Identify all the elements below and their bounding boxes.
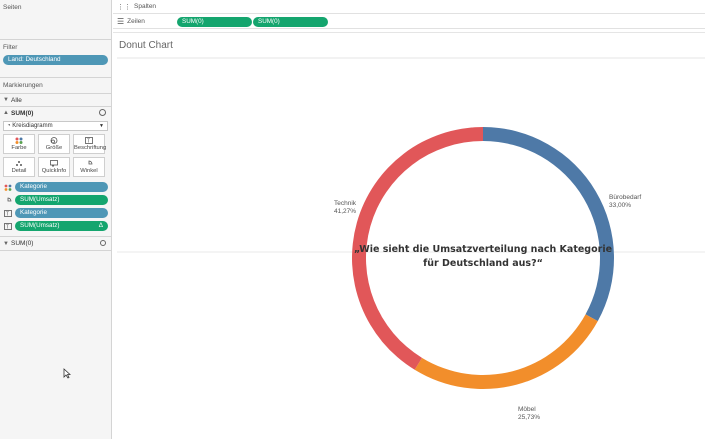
mark-label-kategorie[interactable]: T Kategorie bbox=[0, 207, 111, 219]
delta-icon: Δ bbox=[98, 222, 103, 229]
columns-shelf-label: Spalten bbox=[134, 3, 157, 10]
detail-icon bbox=[16, 161, 22, 166]
color-button-label: Farbe bbox=[11, 145, 27, 151]
label-icon: T bbox=[3, 221, 13, 231]
pie-icon: ◔ bbox=[7, 123, 11, 129]
mark-pill-umsatz-label[interactable]: SUM(Umsatz) Δ bbox=[15, 221, 108, 231]
marks-sum-label: SUM(0) bbox=[11, 109, 34, 117]
segment-label-value: 25,73% bbox=[518, 414, 540, 421]
size-button[interactable]: Größe bbox=[38, 134, 70, 154]
chevron-down-icon: ▼ bbox=[3, 240, 9, 247]
row-pill-2[interactable]: SUM(0) bbox=[253, 16, 328, 27]
worksheet-view: Donut Chart Bürobedarf 33,00% Möbel 25,73% T… bbox=[113, 32, 705, 439]
angle-icon bbox=[3, 195, 13, 205]
mark-pill-kategorie-color[interactable]: Kategorie bbox=[15, 182, 108, 192]
segment-label-value: 33,00% bbox=[609, 202, 631, 209]
left-panel: Seiten Filter Land: Deutschland Markieru… bbox=[0, 0, 112, 439]
marks-all-row[interactable]: ▼ Alle bbox=[0, 94, 111, 106]
segment-label-value: 41,27% bbox=[334, 208, 356, 215]
mark-angle-umsatz[interactable]: SUM(Umsatz) bbox=[0, 194, 111, 206]
color-icon bbox=[15, 137, 23, 144]
marks-sum-row[interactable]: ▲ SUM(0) bbox=[0, 107, 111, 119]
detail-button-label: Detail bbox=[11, 168, 27, 174]
mark-type-value: Kreisdiagramm bbox=[12, 123, 53, 129]
pie-type-icon bbox=[99, 109, 106, 116]
angle-icon bbox=[88, 160, 93, 165]
shelves-area: ⋮⋮ Spalten ☰ Zeilen SUM(0) SUM(0) bbox=[113, 0, 705, 30]
row-pill-1[interactable]: SUM(0) bbox=[177, 16, 252, 27]
mark-pill-umsatz-angle[interactable]: SUM(Umsatz) bbox=[15, 195, 108, 205]
svg-text:T: T bbox=[87, 139, 90, 145]
circle-type-icon bbox=[100, 240, 106, 246]
angle-button-label: Winkel bbox=[80, 168, 98, 174]
marks-pane-title: Markierungen bbox=[3, 82, 43, 89]
segment-label-category: Möbel bbox=[518, 406, 536, 413]
mark-type-dropdown[interactable]: ◔ Kreisdiagramm ▼ bbox=[3, 121, 108, 131]
filter-pane-title: Filter bbox=[3, 44, 18, 51]
donut-segment-technik[interactable] bbox=[351, 127, 483, 370]
chevron-down-icon: ▼ bbox=[3, 97, 9, 103]
columns-icon: ⋮⋮ bbox=[117, 3, 131, 11]
chevron-up-icon: ▲ bbox=[3, 110, 9, 116]
rows-shelf-label: Zeilen bbox=[127, 18, 145, 25]
sheet-title: Donut Chart bbox=[119, 40, 173, 51]
segment-label-category: Bürobedarf bbox=[609, 194, 641, 201]
label-icon: T bbox=[85, 137, 93, 144]
question-line-1: „Wie sieht die Umsatzverteilung nach Kat… bbox=[354, 244, 612, 255]
filter-pill[interactable]: Land: Deutschland bbox=[3, 55, 108, 65]
svg-text:T: T bbox=[6, 211, 9, 217]
rows-shelf[interactable]: ☰ Zeilen SUM(0) SUM(0) bbox=[113, 15, 705, 29]
question-line-2: für Deutschland aus?“ bbox=[423, 258, 543, 269]
donut-segment-bürobedarf[interactable] bbox=[483, 127, 615, 322]
segment-label-category: Technik bbox=[334, 200, 357, 207]
color-button[interactable]: Farbe bbox=[3, 134, 35, 154]
tooltip-button[interactable]: QuickInfo bbox=[38, 157, 70, 177]
angle-button[interactable]: Winkel bbox=[73, 157, 105, 177]
mouse-cursor-icon bbox=[63, 368, 71, 379]
donut-segment-möbel[interactable] bbox=[414, 314, 598, 389]
rows-icon: ☰ bbox=[117, 17, 125, 26]
marks-sum-row-2[interactable]: ▼ SUM(0) bbox=[0, 237, 111, 250]
mark-pill-kategorie-label[interactable]: Kategorie bbox=[15, 208, 108, 218]
label-button-label: Beschriftung bbox=[74, 145, 107, 151]
marks-all-label: Alle bbox=[11, 96, 22, 104]
svg-text:T: T bbox=[6, 224, 9, 230]
marks-sum-label-2: SUM(0) bbox=[11, 240, 34, 247]
mark-color-kategorie[interactable]: Kategorie bbox=[0, 181, 111, 193]
detail-button[interactable]: Detail bbox=[3, 157, 35, 177]
label-button[interactable]: T Beschriftung bbox=[73, 134, 107, 154]
columns-shelf[interactable]: ⋮⋮ Spalten bbox=[113, 0, 705, 14]
chevron-down-icon: ▼ bbox=[99, 123, 104, 129]
color-icon bbox=[3, 182, 13, 192]
size-icon bbox=[50, 137, 58, 144]
tooltip-icon bbox=[50, 160, 58, 167]
pages-pane-title: Seiten bbox=[3, 4, 22, 11]
label-icon: T bbox=[3, 208, 13, 218]
mark-label-umsatz[interactable]: T SUM(Umsatz) Δ bbox=[0, 220, 111, 232]
size-button-label: Größe bbox=[45, 145, 63, 151]
tooltip-button-label: QuickInfo bbox=[41, 168, 67, 174]
mark-pill-umsatz-label-text: SUM(Umsatz) bbox=[20, 222, 60, 229]
